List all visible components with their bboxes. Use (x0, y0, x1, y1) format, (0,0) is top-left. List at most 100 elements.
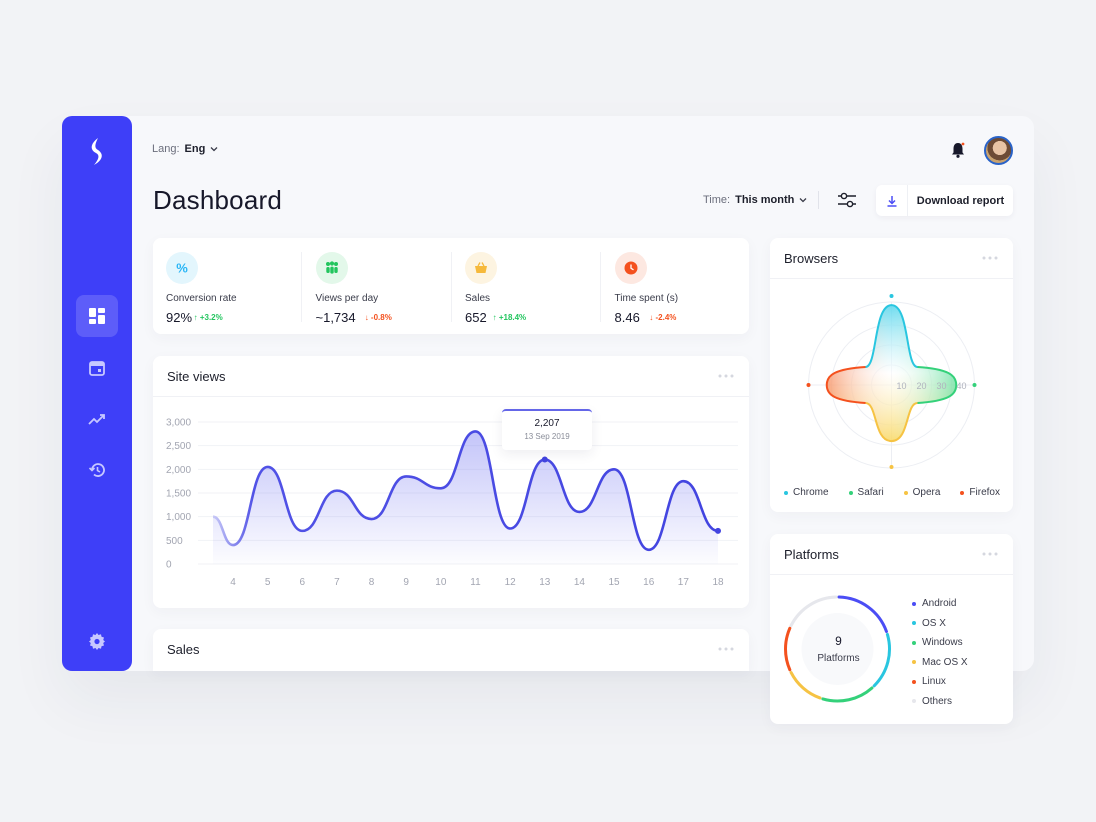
site-views-title: Site views (167, 369, 226, 384)
legend-dot (903, 490, 908, 495)
chart-tooltip: 2,207 13 Sep 2019 (502, 409, 592, 450)
kpi-divider (450, 252, 452, 322)
platforms-legend: Android OS X Windows Mac OS X Linux Others (912, 594, 968, 711)
kpi-tile: Time spent (s) 8.46 ↓ -2.4% (602, 238, 751, 334)
nav-analytics[interactable] (76, 398, 118, 440)
legend-dot (912, 640, 916, 645)
avatar[interactable] (984, 136, 1013, 165)
kpi-divider (600, 252, 601, 322)
legend-label: Windows (922, 637, 963, 649)
x-tick-label: 14 (574, 577, 586, 588)
legend-label: Linux (922, 676, 946, 688)
chevron-down-icon (210, 147, 218, 152)
y-tick-label: 1,000 (166, 512, 191, 523)
radar-tick-label: 20 (916, 381, 926, 391)
percent-icon: % (166, 252, 198, 284)
kpi-label: Time spent (s) (614, 293, 679, 304)
x-tick-label: 16 (643, 577, 655, 588)
views-area (213, 431, 718, 564)
calendar-icon (89, 361, 105, 376)
y-tick-label: 2,000 (166, 465, 191, 476)
donut-center: 9 Platforms (786, 594, 891, 704)
more-icon[interactable] (981, 551, 999, 557)
kpi-tile: % Conversion rate 92% ↑ +3.2% (153, 238, 302, 334)
nav-history[interactable] (76, 449, 118, 491)
x-tick-label: 10 (435, 577, 447, 588)
legend-dot (912, 699, 916, 704)
clock-icon (614, 252, 647, 284)
more-icon[interactable] (717, 646, 735, 652)
browsers-title: Browsers (784, 251, 839, 266)
x-tick-label: 15 (609, 577, 621, 588)
x-tick-label: 12 (505, 577, 517, 588)
language-selector[interactable]: Lang: Eng (152, 143, 218, 155)
y-tick-label: 3,000 (166, 418, 191, 429)
nav-dashboard[interactable] (76, 295, 118, 337)
radar-tick-label: 40 (956, 381, 966, 391)
platforms-total-label: Platforms (817, 653, 860, 664)
y-tick-label: 500 (166, 536, 183, 547)
basket-icon (465, 252, 497, 284)
legend-item: Safari (848, 487, 884, 498)
donut-slice[interactable] (784, 626, 792, 672)
nav-settings[interactable] (76, 620, 118, 662)
x-tick-label: 9 (403, 577, 409, 588)
y-tick-label: 2,500 (166, 441, 191, 452)
radar-axis-marker (972, 383, 977, 387)
logo-icon (91, 138, 102, 165)
radar-tick-label: 10 (896, 381, 906, 391)
radar-axis-marker (806, 383, 811, 387)
legend-dot (784, 490, 788, 495)
sales-card: Sales (153, 629, 749, 671)
y-tick-label: 0 (166, 560, 172, 571)
data-point[interactable] (715, 527, 721, 534)
radar-axis-marker (889, 465, 894, 469)
time-selector[interactable]: Time: This month (703, 194, 807, 206)
x-tick-label: 4 (230, 577, 236, 588)
data-point[interactable] (541, 456, 548, 463)
kpi-value: 8.46 (614, 310, 640, 325)
platforms-title: Platforms (784, 547, 839, 562)
kpi-change: ↓ -0.8% (364, 313, 392, 322)
bell-icon[interactable] (948, 140, 968, 160)
card-divider (770, 278, 1013, 279)
legend-dot (912, 621, 916, 626)
donut-slice[interactable] (821, 686, 874, 703)
donut-slice[interactable] (789, 595, 838, 627)
card-divider (153, 396, 749, 397)
more-icon[interactable] (981, 255, 999, 261)
download-report-button[interactable]: Download report (876, 185, 1013, 216)
x-tick-label: 7 (334, 577, 340, 588)
filter-icon[interactable] (836, 190, 858, 210)
x-tick-label: 13 (539, 577, 551, 588)
browsers-legend: Chrome Safari Opera Firefox (784, 487, 1000, 498)
download-icon (876, 185, 908, 216)
kpi-card: % Conversion rate 92% ↑ +3.2% Views per day ~… (153, 238, 749, 334)
trending-up-icon (88, 414, 105, 425)
history-icon (88, 463, 105, 477)
legend-dot (848, 490, 853, 495)
radar-tick-label: 30 (936, 381, 946, 391)
tooltip-date: 13 Sep 2019 (524, 432, 570, 441)
views-line (212, 430, 719, 552)
browsers-card: Browsers 10 20 30 40 Chrome Safari Opera Firef… (770, 238, 1013, 512)
legend-item: Opera (903, 487, 940, 498)
kpi-tile: Views per day ~1,734 ↓ -0.8% (303, 238, 452, 334)
radar-axis-marker (889, 294, 894, 298)
donut-slice[interactable] (789, 671, 822, 700)
kpi-label: Sales (465, 293, 491, 304)
download-report-label: Download report (916, 194, 1005, 207)
y-tick-label: 1,500 (166, 489, 191, 500)
nav-calendar[interactable] (76, 347, 118, 389)
x-tick-label: 11 (470, 577, 481, 588)
x-tick-label: 18 (712, 577, 724, 588)
donut-slice[interactable] (837, 595, 888, 633)
legend-dot (912, 660, 916, 665)
more-icon[interactable] (717, 373, 735, 379)
donut-slice[interactable] (872, 632, 891, 688)
legend-label: Android (922, 598, 957, 610)
legend-label: Others (922, 695, 953, 707)
platform-legend-item: Android (912, 594, 968, 614)
platforms-total: 9 (835, 634, 842, 648)
site-views-card: Site views 0 500 1,000 1,500 2,000 2,500 3,000… (153, 356, 749, 608)
